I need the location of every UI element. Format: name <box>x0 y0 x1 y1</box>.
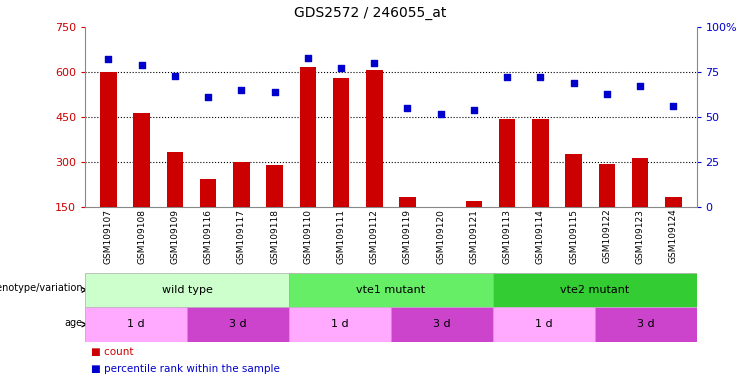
Bar <box>233 162 250 207</box>
Text: vte1 mutant: vte1 mutant <box>356 285 425 295</box>
Text: ■ percentile rank within the sample: ■ percentile rank within the sample <box>91 364 280 374</box>
Point <box>102 56 114 63</box>
Text: 3 d: 3 d <box>637 319 654 329</box>
Point <box>335 65 347 71</box>
Point <box>435 111 447 117</box>
Point <box>302 55 313 61</box>
Bar <box>493 307 594 342</box>
Point <box>236 87 247 93</box>
Bar <box>187 307 289 342</box>
Text: ■ count: ■ count <box>91 347 134 357</box>
Text: genotype/variation: genotype/variation <box>0 283 83 293</box>
Point <box>468 107 480 113</box>
Point <box>634 83 646 89</box>
Bar <box>200 179 216 207</box>
Bar <box>399 197 416 207</box>
Bar <box>85 273 289 307</box>
Point <box>368 60 380 66</box>
Point <box>568 80 579 86</box>
Bar <box>133 113 150 207</box>
Bar <box>493 273 697 307</box>
Bar <box>366 71 382 207</box>
Bar <box>532 119 548 207</box>
Point <box>136 62 147 68</box>
Bar <box>665 197 682 207</box>
Bar <box>565 154 582 207</box>
Text: 1 d: 1 d <box>127 319 145 329</box>
Text: 1 d: 1 d <box>331 319 349 329</box>
Bar <box>167 152 183 207</box>
Point <box>668 103 679 109</box>
Point <box>402 105 413 111</box>
Text: 3 d: 3 d <box>433 319 451 329</box>
Point <box>501 74 513 81</box>
Bar <box>100 72 117 207</box>
Bar <box>266 165 283 207</box>
Text: age: age <box>64 318 83 328</box>
Point <box>169 73 181 79</box>
Bar <box>594 307 697 342</box>
Bar <box>85 307 187 342</box>
Text: wild type: wild type <box>162 285 213 295</box>
Bar <box>333 78 349 207</box>
Text: 3 d: 3 d <box>229 319 247 329</box>
Point <box>269 89 281 95</box>
Bar <box>465 201 482 207</box>
Bar <box>289 307 391 342</box>
Point <box>202 94 214 100</box>
Text: 1 d: 1 d <box>535 319 553 329</box>
Point <box>534 74 546 81</box>
Bar <box>391 307 493 342</box>
Bar <box>599 164 615 207</box>
Text: vte2 mutant: vte2 mutant <box>560 285 629 295</box>
Point <box>601 91 613 97</box>
Bar <box>299 67 316 207</box>
Bar <box>499 119 516 207</box>
Text: GDS2572 / 246055_at: GDS2572 / 246055_at <box>294 6 447 20</box>
Bar <box>632 158 648 207</box>
Bar <box>289 273 493 307</box>
